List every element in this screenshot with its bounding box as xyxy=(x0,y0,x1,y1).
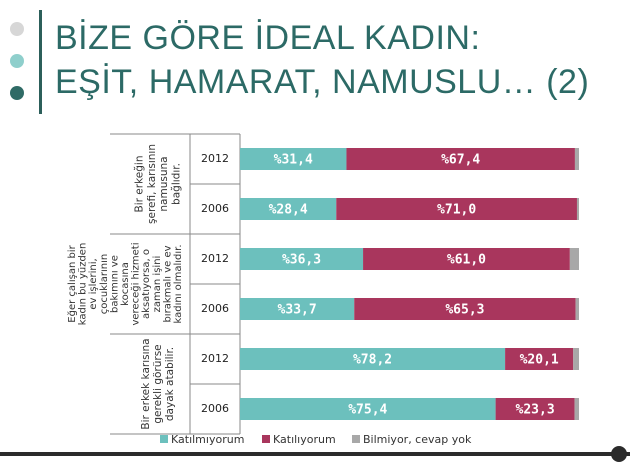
bar-bilmiyor-1-2012 xyxy=(574,148,579,170)
year-label: 2006 xyxy=(201,402,229,415)
bar-bilmiyor-2-2012 xyxy=(569,248,579,270)
data-label: %75,4 xyxy=(348,403,387,418)
bar-bilmiyor-3-2012 xyxy=(573,348,579,370)
bar-katilmiyorum-1-2012 xyxy=(240,148,347,170)
year-label: 2012 xyxy=(201,252,229,265)
question-text-3: Bir erkek karısınagerekli görürsedayak a… xyxy=(140,338,176,429)
legend-swatch xyxy=(160,435,168,443)
decorative-dots xyxy=(10,22,24,118)
legend-label: Katılıyorum xyxy=(273,433,336,446)
data-label: %23,3 xyxy=(516,403,555,418)
bar-bilmiyor-1-2006 xyxy=(576,198,579,220)
legend-swatch xyxy=(352,435,360,443)
data-label: %65,3 xyxy=(445,303,484,318)
data-label: %36,3 xyxy=(282,253,321,268)
bar-katilmiyorum-3-2006 xyxy=(240,398,496,420)
title-divider xyxy=(39,10,42,114)
data-label: %71,0 xyxy=(437,203,476,218)
bar-katilmiyorum-2-2006 xyxy=(240,298,355,320)
legend-swatch xyxy=(262,435,270,443)
legend-label: Bilmiyor, cevap yok xyxy=(363,433,472,446)
data-label: %33,7 xyxy=(278,303,317,318)
data-label: %78,2 xyxy=(353,353,392,368)
dot-light-gray xyxy=(10,22,24,36)
bar-bilmiyor-2-2006 xyxy=(575,298,579,320)
legend-label: Katılmıyorum xyxy=(171,433,244,446)
bar-katilmiyorum-2-2012 xyxy=(240,248,364,270)
year-label: 2006 xyxy=(201,202,229,215)
title-line-1: BİZE GÖRE İDEAL KADIN: xyxy=(55,19,481,57)
bottom-rule-end-dot xyxy=(611,446,627,462)
year-label: 2006 xyxy=(201,302,229,315)
question-text-2: Eğer çalışan birkadın bu yüzdenev işleri… xyxy=(66,242,184,325)
bar-bilmiyor-3-2006 xyxy=(574,398,579,420)
bar-katilmiyorum-3-2012 xyxy=(240,348,506,370)
data-label: %28,4 xyxy=(269,203,308,218)
year-label: 2012 xyxy=(201,352,229,365)
data-label: %20,1 xyxy=(520,353,559,368)
bar-katiliyorum-1-2012 xyxy=(346,148,575,170)
bar-katilmiyorum-1-2006 xyxy=(240,198,337,220)
data-label: %31,4 xyxy=(274,153,313,168)
bar-katiliyorum-3-2012 xyxy=(505,348,574,370)
bar-katiliyorum-3-2006 xyxy=(495,398,575,420)
bar-katiliyorum-2-2012 xyxy=(363,248,570,270)
bar-katiliyorum-2-2006 xyxy=(354,298,576,320)
bar-katiliyorum-1-2006 xyxy=(336,198,577,220)
data-label: %67,4 xyxy=(441,153,480,168)
title-line-2: EŞİT, HAMARAT, NAMUSLU… (2) xyxy=(55,63,590,101)
year-label: 2012 xyxy=(201,152,229,165)
bottom-rule xyxy=(0,452,630,456)
data-label: %61,0 xyxy=(447,253,486,268)
dot-teal-light xyxy=(10,54,24,68)
question-text-1: Bir erkeğinşerefi, karısınınnamusunabağl… xyxy=(134,144,183,224)
page-title: BİZE GÖRE İDEAL KADIN: EŞİT, HAMARAT, NA… xyxy=(55,16,589,104)
dot-teal-dark xyxy=(10,86,24,100)
